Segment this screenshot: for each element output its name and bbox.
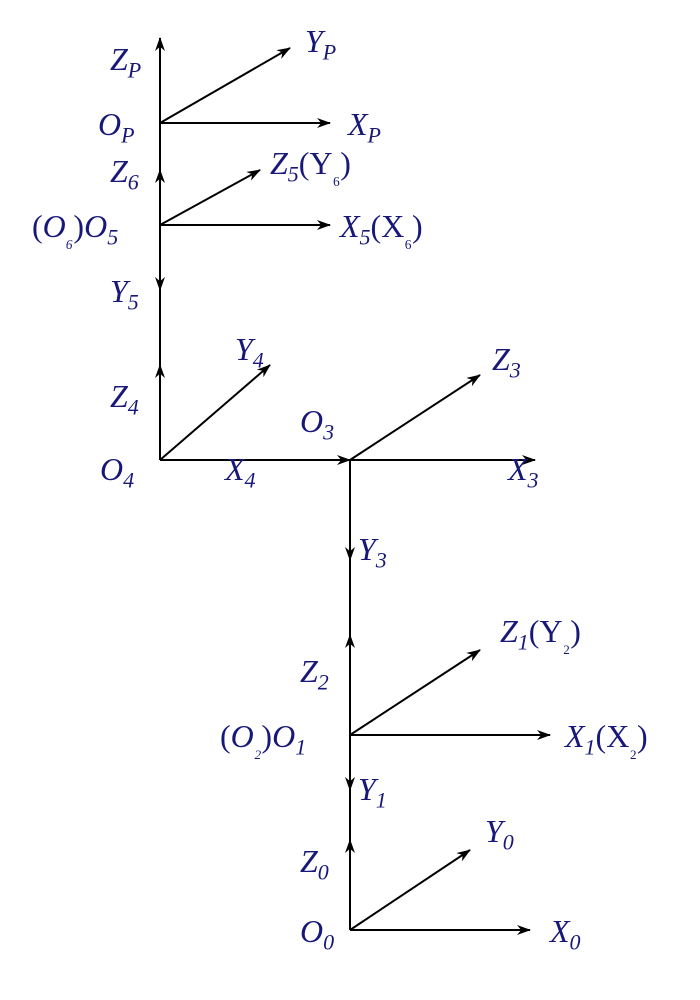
origin-label-1: (O₂)O1 xyxy=(220,720,306,758)
axis-label-Z5: Z5(Y₆) xyxy=(270,147,351,185)
origin-label-P: OP xyxy=(98,108,135,146)
axis-label-Z1: Z1(Y₂) xyxy=(500,615,581,653)
axis-label-X5: X5(X₆) xyxy=(340,210,423,248)
axis-label-Z4: Z4 xyxy=(110,380,139,418)
origin-label-5: (O₆)O5 xyxy=(32,210,118,248)
axis-label-X0: X0 xyxy=(550,915,581,953)
axis-label-Y3: Y3 xyxy=(358,533,387,571)
axis-label-Y4: Y4 xyxy=(235,333,264,371)
axis-label-X1: X1(X₂) xyxy=(565,720,648,758)
origin-label-3: O3 xyxy=(300,405,334,443)
origin-label-0: O0 xyxy=(300,915,334,953)
axis-label-XP: XP xyxy=(348,108,381,146)
axis-label-Z2: Z2 xyxy=(300,655,329,693)
axis-label-Z0: Z0 xyxy=(300,845,329,883)
axis-label-Z6: Z6 xyxy=(110,155,139,193)
axis-label-Y0: Y0 xyxy=(485,815,514,853)
axis-label-X4: X4 xyxy=(225,453,256,491)
origin-label-4: O4 xyxy=(100,453,134,491)
axis-label-YP: YP xyxy=(305,25,336,63)
axis-label-Y1: Y1 xyxy=(358,773,387,811)
axis-label-X3: X3 xyxy=(508,453,539,491)
axis-label-Y5: Y5 xyxy=(110,275,139,313)
axis-label-ZP: ZP xyxy=(110,43,141,81)
axis-label-Z3: Z3 xyxy=(492,343,521,381)
